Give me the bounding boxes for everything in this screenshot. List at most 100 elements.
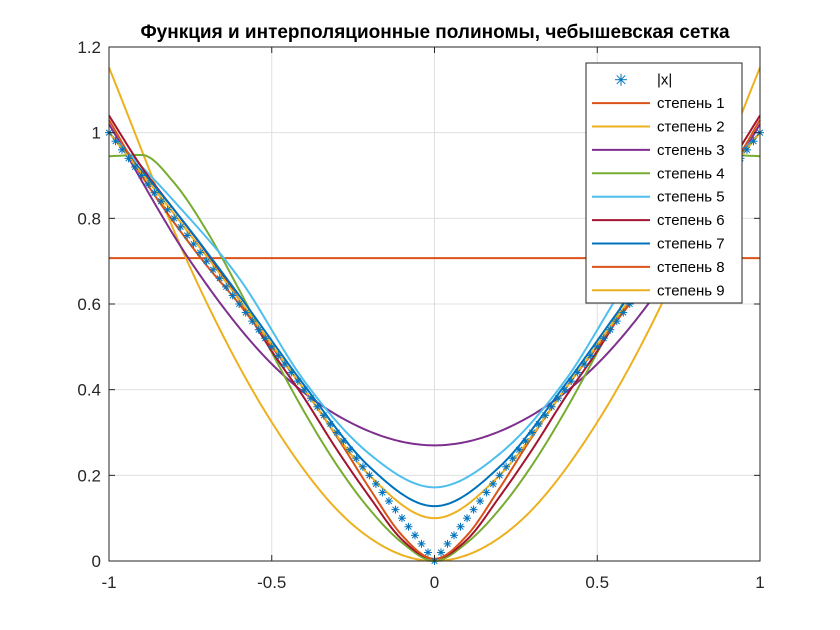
function-marker (749, 137, 758, 146)
legend-label-9: степень 9 (657, 282, 725, 299)
y-tick-label: 0.6 (77, 295, 101, 314)
x-tick-label: 1 (755, 573, 764, 592)
function-marker (742, 145, 751, 154)
function-marker (606, 325, 615, 334)
function-marker (443, 539, 452, 548)
function-marker (196, 248, 205, 257)
function-marker (599, 334, 608, 343)
legend-marker-function (615, 73, 627, 86)
function-marker (111, 137, 120, 146)
function-marker (163, 205, 172, 214)
function-marker (157, 197, 166, 206)
function-marker (495, 471, 504, 480)
function-marker (554, 394, 563, 403)
function-marker (534, 419, 543, 428)
function-marker (332, 428, 341, 437)
function-marker (476, 497, 485, 506)
function-marker (528, 428, 537, 437)
legend: |x| степень 1 степень 2 степень 3 степень 4 с… (585, 62, 743, 304)
function-marker (384, 497, 393, 506)
function-marker (189, 240, 198, 249)
x-tick-label: 0 (430, 573, 439, 592)
function-marker (254, 325, 263, 334)
function-marker (176, 222, 185, 231)
function-marker (287, 368, 296, 377)
function-marker (391, 505, 400, 514)
function-marker (573, 368, 582, 377)
function-marker (339, 437, 348, 446)
function-marker (124, 154, 133, 163)
function-marker (358, 462, 367, 471)
function-marker (469, 505, 478, 514)
function-marker (280, 359, 289, 368)
x-tick-label: -0.5 (257, 573, 286, 592)
function-marker (137, 171, 146, 180)
function-marker (404, 522, 413, 531)
chart-title: Функция и интерполяционные полиномы, чеб… (140, 22, 729, 43)
function-marker (371, 479, 380, 488)
function-marker (567, 377, 576, 386)
function-marker (274, 351, 283, 360)
function-marker (313, 402, 322, 411)
function-marker (144, 180, 153, 189)
function-marker (222, 282, 231, 291)
function-marker (248, 317, 257, 326)
function-marker (300, 385, 309, 394)
function-marker (150, 188, 159, 197)
function-marker (261, 334, 270, 343)
function-marker (541, 411, 550, 420)
function-marker (508, 454, 517, 463)
function-marker (131, 162, 140, 171)
y-tick-label: 0.4 (77, 381, 101, 400)
legend-label-3: степень 3 (657, 142, 725, 159)
y-tick-label: 1 (92, 124, 101, 143)
function-marker (482, 488, 491, 497)
x-tick-label: -1 (101, 573, 116, 592)
legend-label-5: степень 5 (657, 189, 725, 206)
function-marker (267, 342, 276, 351)
function-marker (417, 539, 426, 548)
function-marker (345, 445, 354, 454)
function-marker (580, 359, 589, 368)
function-marker (463, 514, 472, 523)
x-tick-label: 0.5 (585, 573, 609, 592)
function-marker (378, 488, 387, 497)
function-marker (352, 454, 361, 463)
legend-label-6: степень 6 (657, 212, 725, 229)
function-marker (397, 514, 406, 523)
function-marker (410, 531, 419, 540)
y-tick-label: 0.2 (77, 466, 101, 485)
function-marker (293, 377, 302, 386)
y-tick-label: 0 (92, 552, 101, 571)
function-marker (515, 445, 524, 454)
function-marker (437, 548, 446, 557)
function-marker (593, 342, 602, 351)
function-marker (118, 145, 127, 154)
function-marker (560, 385, 569, 394)
axis-ticks: -1 -0.5 0 0.5 1 0 0.2 0.4 0.6 0.8 1 1.2 (77, 38, 764, 592)
function-marker (170, 214, 179, 223)
legend-label-2: степень 2 (657, 119, 725, 136)
function-marker (215, 274, 224, 283)
function-marker (502, 462, 511, 471)
function-marker (365, 471, 374, 480)
function-marker (423, 548, 432, 557)
function-marker (586, 351, 595, 360)
legend-label-7: степень 7 (657, 236, 725, 253)
function-marker (228, 291, 237, 300)
legend-label-4: степень 4 (657, 165, 725, 182)
legend-label-8: степень 8 (657, 259, 725, 276)
legend-label-1: степень 1 (657, 95, 725, 112)
function-marker (547, 402, 556, 411)
function-marker (306, 394, 315, 403)
legend-label-function: |x| (657, 72, 672, 89)
function-marker (619, 308, 628, 317)
function-marker (326, 419, 335, 428)
function-marker (612, 317, 621, 326)
function-marker (235, 300, 244, 308)
y-tick-label: 1.2 (77, 38, 101, 57)
function-marker (202, 257, 211, 266)
function-marker (450, 531, 459, 540)
function-marker (319, 411, 328, 420)
